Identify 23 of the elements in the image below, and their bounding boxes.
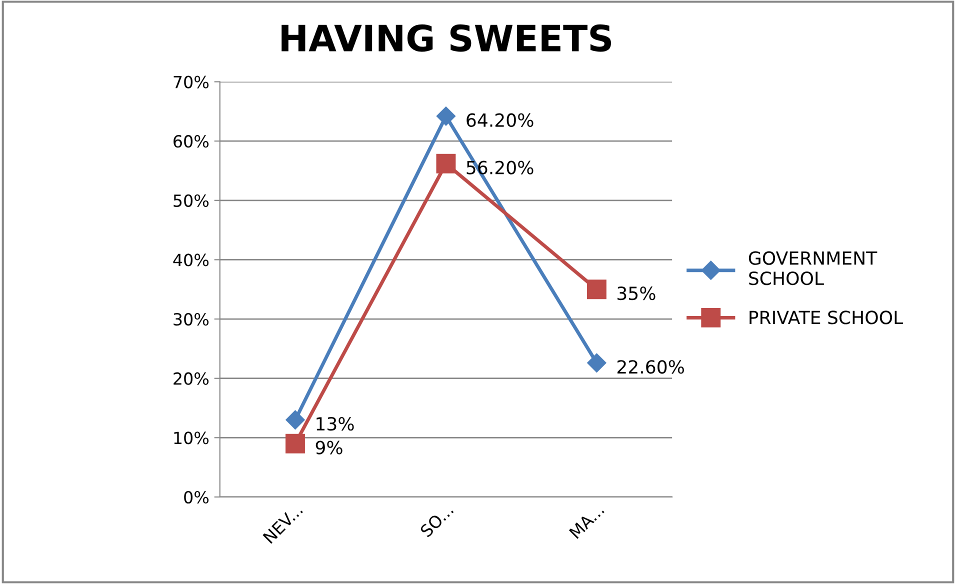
y-tick-label: 70% — [174, 76, 209, 88]
legend-label: GOVERNMENT SCHOOL — [748, 251, 878, 286]
data-label: 9% — [316, 440, 342, 454]
data-label: 13% — [316, 417, 354, 431]
point — [436, 154, 456, 174]
point — [586, 280, 606, 300]
point — [436, 106, 456, 126]
y-tick-label: 40% — [173, 254, 209, 266]
y-tick-label: 50% — [174, 194, 209, 207]
x-tick-label: SO... — [419, 503, 454, 538]
data-label: 22.60% — [617, 360, 684, 374]
y-tick-label: 20% — [174, 372, 209, 385]
data-label: 64.20% — [466, 113, 534, 127]
y-tick-label: 0% — [184, 490, 209, 504]
data-label: 35% — [618, 286, 656, 300]
y-tick-label: 10% — [174, 432, 209, 444]
chart-title: HAVING SWEETS — [282, 24, 612, 52]
point — [286, 410, 305, 430]
point — [587, 353, 606, 372]
y-tick-label: 60% — [174, 135, 209, 148]
legend-label: PRIVATE SCHOOL — [750, 310, 904, 324]
point — [286, 434, 305, 454]
y-tick-label: 30% — [174, 312, 209, 326]
